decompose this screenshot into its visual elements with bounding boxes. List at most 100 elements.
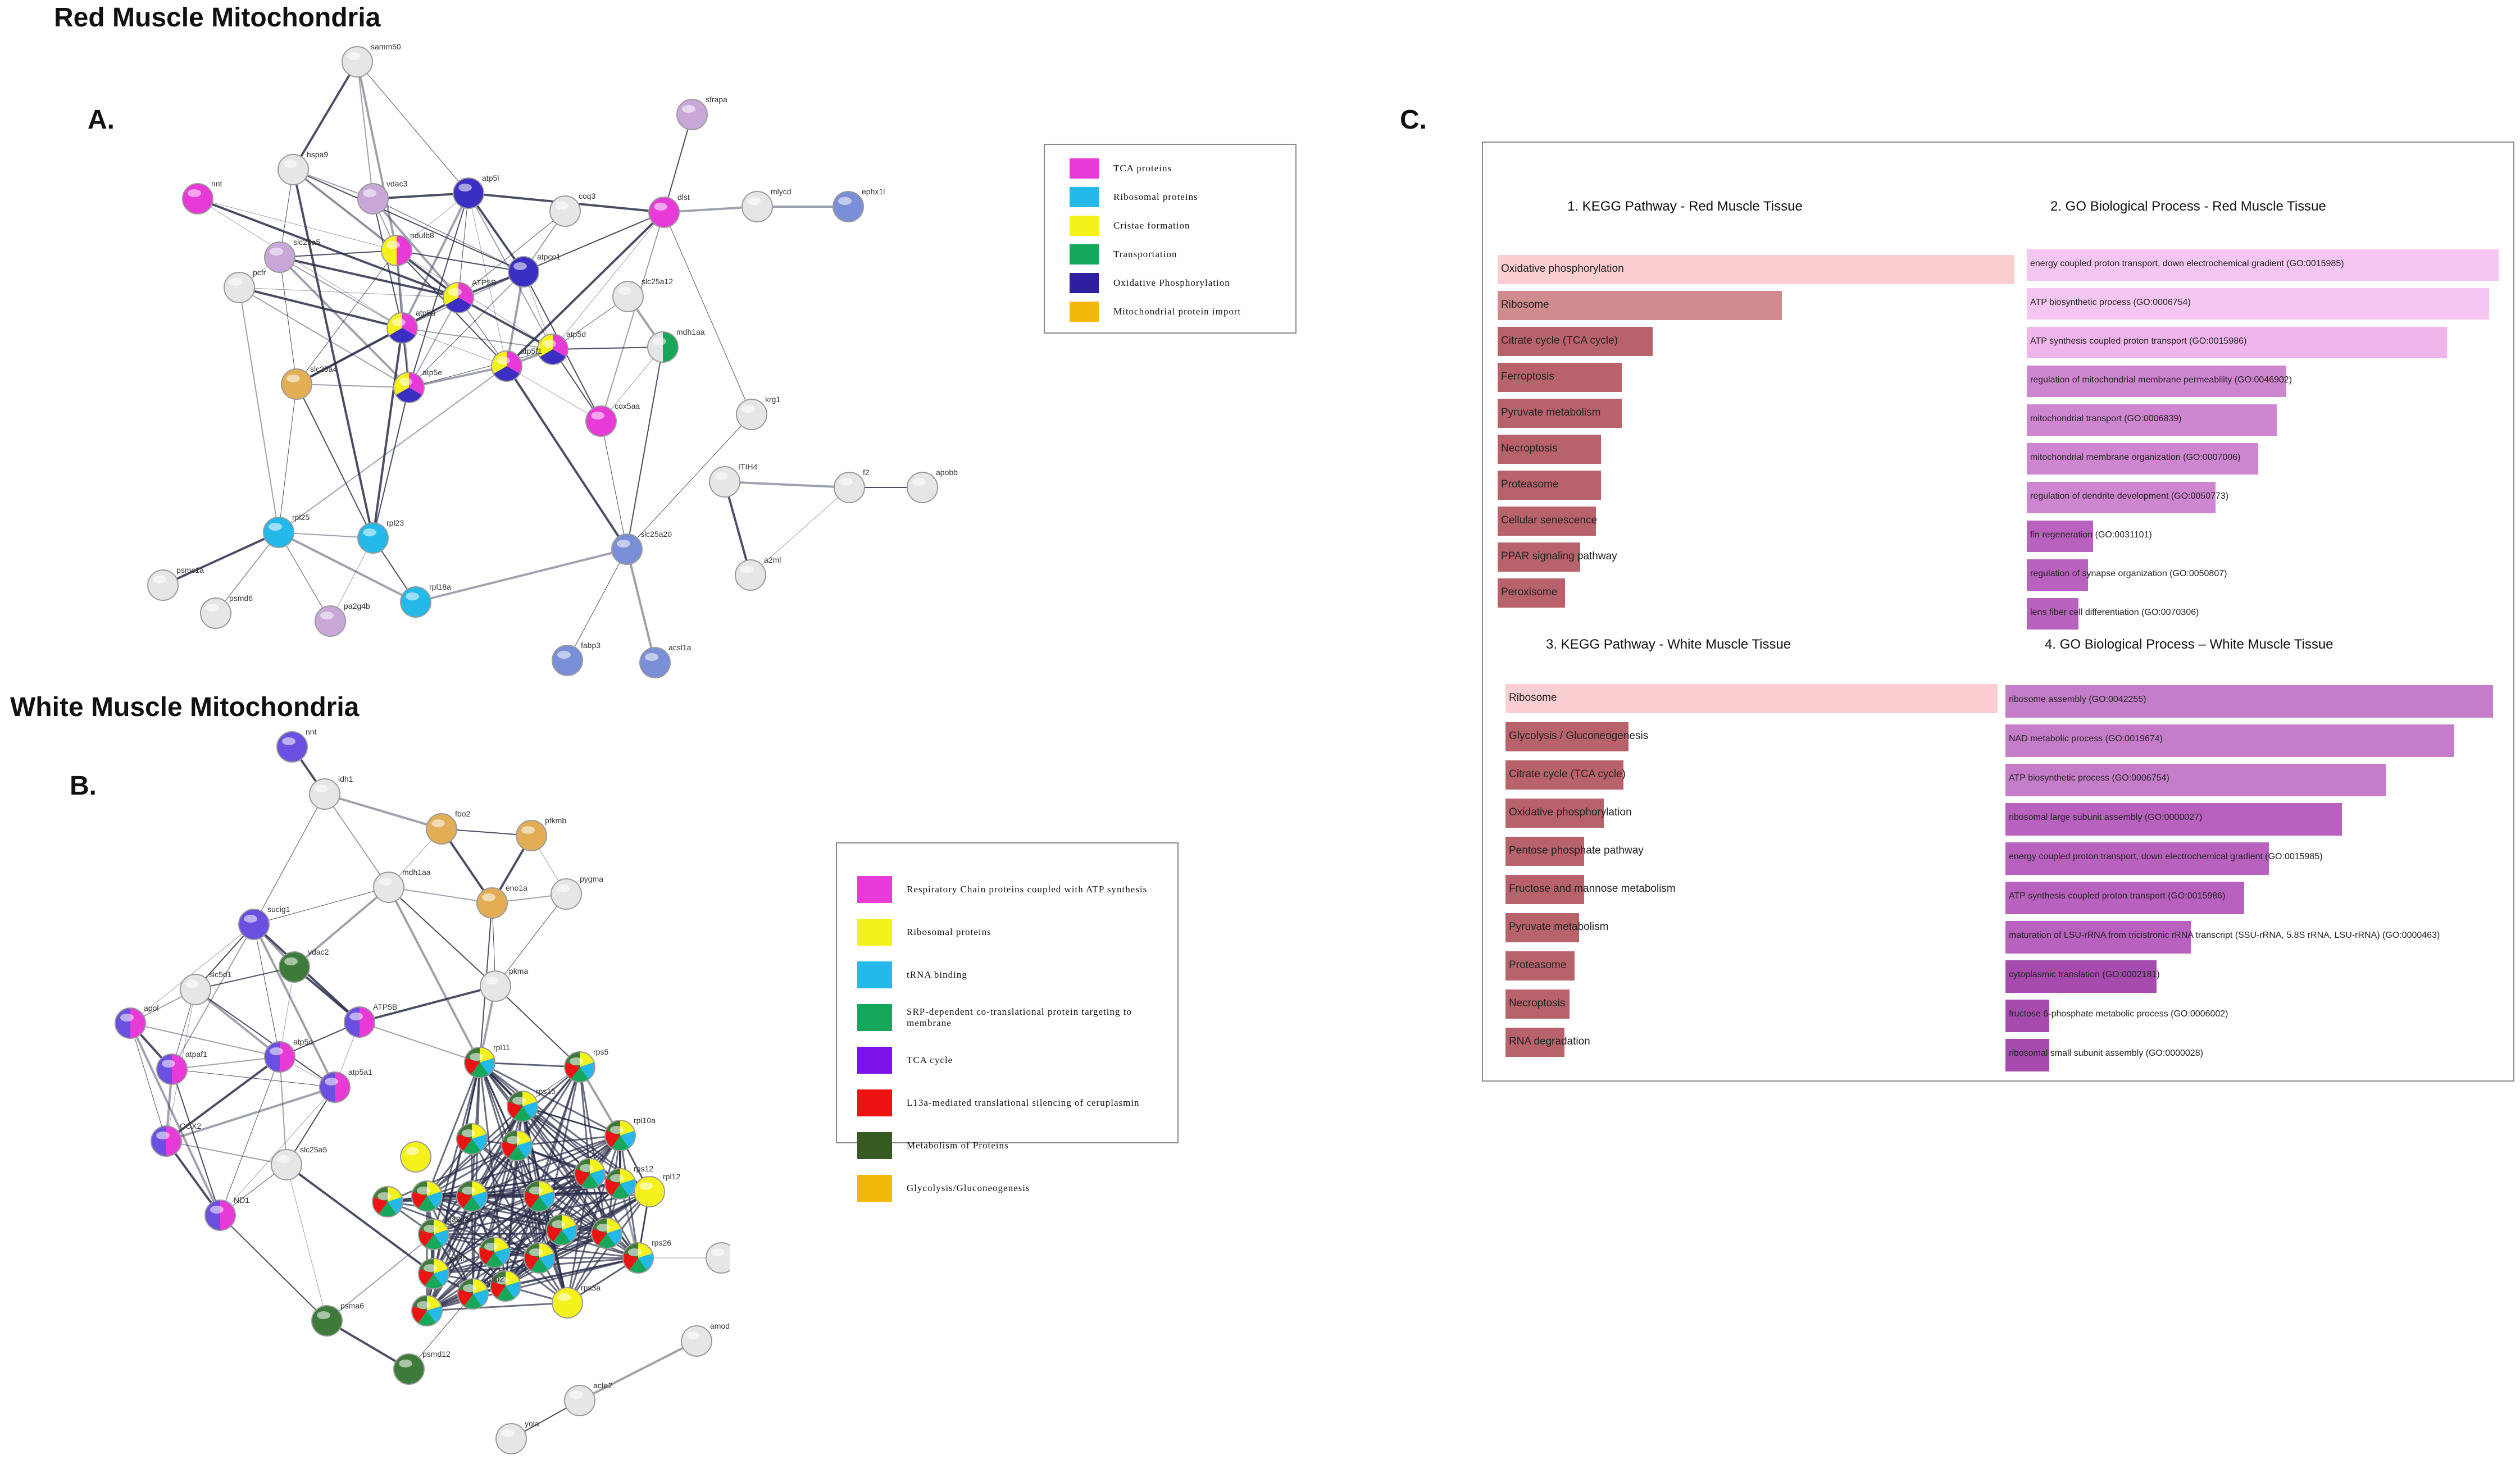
chart-title: 2. GO Biological Process - Red Muscle Ti…: [2050, 199, 2326, 214]
network-b-node: rpl10a: [604, 1116, 656, 1151]
network-a-edge: [601, 212, 665, 422]
network-a-node-label: ATP5B: [472, 278, 496, 287]
network-b-node-label: pfkmb: [545, 816, 566, 825]
network-a-node-label: ITIH4: [738, 462, 757, 471]
chart-bar: [2027, 366, 2286, 397]
legend-item: Ribosomal proteins: [1070, 187, 1283, 207]
chart-bar-label: Oxidative phosphorylation: [1509, 806, 1632, 818]
network-b-edge: [195, 966, 295, 990]
network-b-edge: [408, 1293, 474, 1370]
chart-title: 1. KEGG Pathway - Red Muscle Tissue: [1567, 199, 1803, 214]
chart-bar: [2005, 842, 2269, 875]
chart-bar-label: Pentose phosphate pathway: [1509, 845, 1644, 856]
network-a-node-label: atp5a: [416, 308, 435, 317]
network-b-node: rps26: [622, 1238, 671, 1274]
network-b-edge: [253, 793, 325, 925]
network-a-node: dlst: [648, 193, 690, 228]
white-muscle-heading: White Muscle Mitochondria: [10, 692, 360, 722]
network-a-node: hspa9: [278, 150, 328, 185]
network-b-node-label: rps5: [593, 1047, 608, 1056]
network-a-edge: [279, 250, 397, 258]
network-a-edge: [278, 531, 416, 603]
network-b-edge: [253, 924, 280, 1057]
network-b-edge: [426, 1144, 517, 1197]
network-b-edge: [521, 1105, 591, 1175]
network-b-node: [524, 1242, 555, 1274]
legend-swatch: [857, 1132, 892, 1159]
network-a-node-label: psmd6: [229, 594, 253, 603]
network-b-edge: [359, 1021, 480, 1063]
network-b-node: [546, 1214, 577, 1246]
network-a-edge: [372, 327, 403, 539]
network-b-edge: [195, 989, 335, 1088]
chart-bar: [2005, 724, 2454, 757]
chart-bar-label: Oxidative phosphorylation: [1501, 263, 1624, 275]
chart-bar-label: fin regeneration (GO:0031101): [2030, 530, 2152, 540]
legend-item: L13a-mediated translational silencing of…: [857, 1089, 1161, 1116]
network-b-edge: [279, 1056, 287, 1165]
network-b-node: [524, 1180, 555, 1212]
chart-bar-label: cytoplasmic translation (GO:0002181): [2009, 970, 2160, 979]
panel-a-label: A.: [88, 105, 115, 135]
network-a-edge: [197, 198, 403, 329]
network-a-node-label: nnt: [211, 179, 222, 188]
network-a-edge: [372, 192, 469, 200]
chart-bar-label: ATP synthesis coupled proton transport (…: [2009, 891, 2226, 901]
network-a-node-label: a2ml: [764, 555, 781, 564]
chart-bar: [2005, 1000, 2049, 1032]
chart-bar-label: Ribosome: [1509, 692, 1557, 704]
legend-swatch: [857, 1047, 892, 1074]
network-a-node: psmc1a: [147, 566, 204, 601]
network-a-node-label: mdh1aa: [676, 327, 705, 336]
network-a-node: atp5e: [393, 368, 442, 403]
network-b-node: psmd12: [393, 1349, 451, 1385]
legend-swatch: [857, 1089, 892, 1116]
chart-bar-label: ribosomal large subunit assembly (GO:000…: [2009, 813, 2203, 822]
network-a-edge: [372, 198, 524, 272]
network-a-edge: [626, 346, 663, 550]
network-a-edge: [408, 365, 507, 389]
chart-bar: [1505, 760, 1623, 790]
network-b-edge: [171, 1069, 221, 1216]
network-a-edge: [239, 287, 410, 388]
network-a-edge: [601, 346, 663, 422]
chart-bar-label: Necroptosis: [1509, 997, 1566, 1009]
network-b-node: rps15: [507, 1087, 556, 1122]
network-b-edge: [324, 793, 389, 888]
network-a-edge: [372, 198, 403, 329]
network-a-edge: [506, 271, 525, 367]
network-b-edge: [171, 924, 254, 1070]
network-a-node-label: ndufb8: [410, 231, 434, 240]
chart-bar-label: Ribosome: [1501, 299, 1549, 311]
network-a-node-label: slc25a12: [642, 277, 673, 286]
chart-bar: [2027, 521, 2093, 552]
network-b-edge: [388, 887, 496, 987]
network-a-node-label: hspa9: [307, 150, 328, 159]
network-a-node: atp5l: [453, 174, 499, 209]
network-b-node: rps12: [604, 1164, 653, 1200]
network-b-node-label: rps30: [447, 1254, 467, 1263]
network-a-edge: [357, 61, 469, 194]
chart-bar-label: energy coupled proton transport, down el…: [2009, 852, 2323, 861]
network-b-edge: [171, 1069, 335, 1088]
chart-bar: [1498, 399, 1622, 428]
chart-bar-label: Fructose and mannose metabolism: [1509, 883, 1676, 895]
legend-swatch: [857, 1004, 892, 1031]
chart-bar-label: Citrate cycle (TCA cycle): [1509, 768, 1626, 780]
network-a-edge: [663, 114, 693, 213]
network-b-node: apol: [115, 1004, 158, 1039]
network-a-node: a2ml: [735, 555, 781, 591]
chart-bar: [1505, 913, 1579, 942]
network-a-edge: [279, 256, 459, 299]
chart-bar: [2005, 1039, 2049, 1071]
network-a-node: pa2g4b: [315, 601, 370, 637]
network-b-node: rpl11: [464, 1043, 510, 1078]
chart-bar: [2005, 921, 2191, 954]
network-b-edge: [130, 1023, 167, 1142]
network-a-node-label: apobb: [936, 468, 958, 477]
network-a-node-label: coq3: [579, 191, 596, 200]
network-a-node: atp5a: [386, 308, 435, 344]
chart-bar-label: Proteasome: [1501, 478, 1559, 490]
network-b-edge: [426, 1066, 580, 1197]
network-a-edge: [197, 198, 459, 299]
